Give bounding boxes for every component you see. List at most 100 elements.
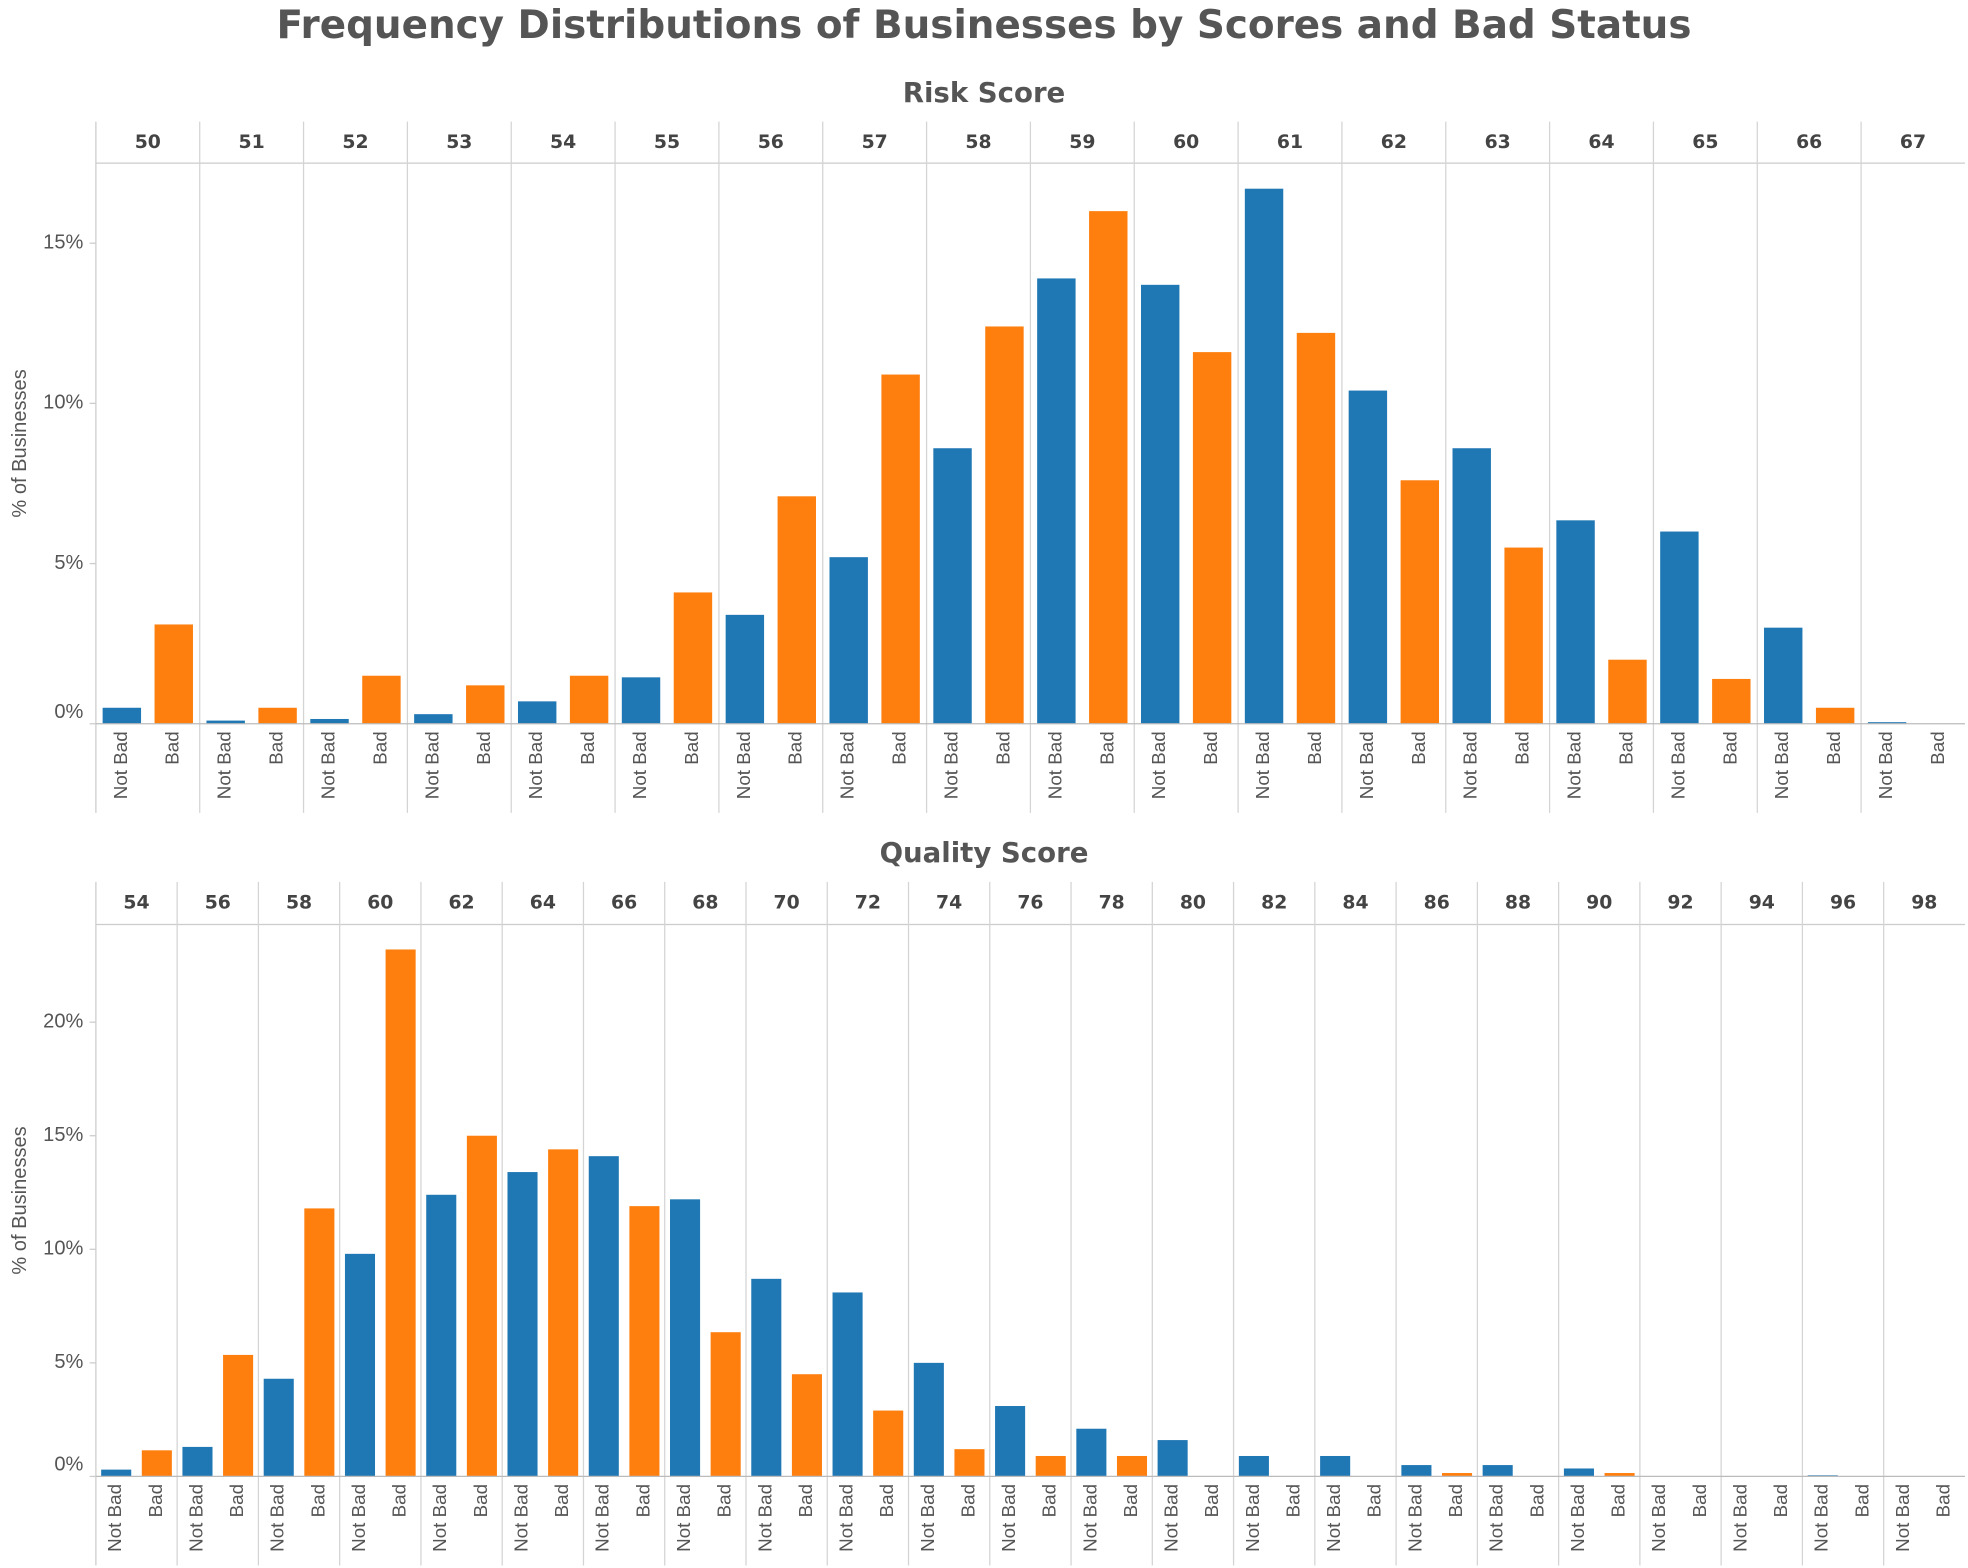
series-label: Bad <box>389 1484 410 1517</box>
category-header: 96 <box>1830 893 1856 914</box>
series-label: Bad <box>1408 731 1429 764</box>
series-label: Bad <box>1201 1484 1222 1517</box>
category-header: 60 <box>367 893 393 914</box>
bar <box>673 592 713 724</box>
bar <box>1238 1455 1269 1477</box>
series-label: Bad <box>1282 1484 1303 1517</box>
series-label: Bad <box>473 731 494 764</box>
category-header: 54 <box>550 132 576 153</box>
series-label: Not Bad <box>1729 1484 1750 1552</box>
category-header: 58 <box>286 893 312 914</box>
bar <box>569 675 609 724</box>
series-label: Not Bad <box>733 731 754 799</box>
bar <box>263 1378 294 1477</box>
series-label: Bad <box>1039 1484 1060 1517</box>
bar <box>1504 547 1543 724</box>
series-label: Not Bad <box>421 731 442 799</box>
series-label: Not Bad <box>1242 1484 1263 1552</box>
chart-subtitle: Risk Score <box>903 76 1066 109</box>
bar <box>1660 531 1699 724</box>
series-label: Bad <box>681 731 702 764</box>
category-header: 54 <box>123 893 149 914</box>
category-header: 64 <box>1588 132 1614 153</box>
category-header: 52 <box>342 132 368 153</box>
bar <box>310 718 349 724</box>
bar <box>362 675 401 724</box>
bar <box>1400 480 1440 724</box>
bar <box>1608 659 1647 724</box>
series-label: Bad <box>1445 1484 1466 1517</box>
y-tick-label: 5% <box>54 552 83 574</box>
series-label: Not Bad <box>1356 731 1377 799</box>
bar <box>517 701 557 724</box>
series-label: Bad <box>1615 731 1636 764</box>
bar <box>1296 332 1336 724</box>
category-header: 63 <box>1485 132 1511 153</box>
series-label: Not Bad <box>317 731 338 799</box>
category-header: 72 <box>855 893 881 914</box>
series-label: Not Bad <box>1486 1484 1507 1552</box>
series-label: Not Bad <box>1079 1484 1100 1552</box>
series-label: Bad <box>876 1484 897 1517</box>
series-label: Not Bad <box>1771 731 1792 799</box>
category-header: 92 <box>1667 893 1693 914</box>
category-header: 78 <box>1099 893 1125 914</box>
series-label: Bad <box>992 731 1013 764</box>
y-tick-label: 10% <box>43 392 83 414</box>
series-label: Not Bad <box>1044 731 1065 799</box>
bar <box>304 1208 335 1477</box>
series-label: Not Bad <box>429 1484 450 1552</box>
series-label: Bad <box>307 1484 328 1517</box>
bar <box>881 374 920 724</box>
series-label: Bad <box>714 1484 735 1517</box>
bar <box>206 720 245 724</box>
bar <box>141 1450 172 1477</box>
y-tick-label: 10% <box>43 1238 83 1260</box>
bar <box>1482 1465 1513 1477</box>
series-label: Bad <box>145 1484 166 1517</box>
bar <box>1348 390 1388 724</box>
bar <box>182 1446 213 1477</box>
category-header: 98 <box>1911 893 1937 914</box>
series-label: Not Bad <box>510 1484 531 1552</box>
chart-subtitle: Quality Score <box>880 836 1089 869</box>
series-label: Not Bad <box>837 731 858 799</box>
series-label: Not Bad <box>629 731 650 799</box>
series-label: Bad <box>1770 1484 1791 1517</box>
series-label: Bad <box>1512 731 1533 764</box>
bar <box>1401 1465 1432 1477</box>
y-tick-label: 20% <box>43 1010 83 1032</box>
bar <box>791 1374 822 1477</box>
category-header: 82 <box>1261 893 1287 914</box>
series-label: Not Bad <box>1811 1484 1832 1552</box>
category-header: 60 <box>1173 132 1199 153</box>
series-label: Not Bad <box>1892 1484 1913 1552</box>
series-label: Not Bad <box>267 1484 288 1552</box>
series-label: Bad <box>577 731 598 764</box>
series-label: Bad <box>1304 731 1325 764</box>
bar <box>101 1469 132 1477</box>
bar <box>1604 1473 1635 1477</box>
bar <box>1076 1428 1107 1477</box>
category-header: 86 <box>1424 893 1450 914</box>
bar <box>1815 707 1855 724</box>
series-label: Not Bad <box>1667 731 1688 799</box>
y-axis-label: % of Businesses <box>9 369 31 517</box>
category-header: 62 <box>1381 132 1407 153</box>
series-label: Not Bad <box>673 1484 694 1552</box>
category-header: 59 <box>1069 132 1095 153</box>
y-axis-label: % of Businesses <box>9 1126 31 1274</box>
category-header: 64 <box>530 893 556 914</box>
series-label: Not Bad <box>1648 1484 1669 1552</box>
series-label: Not Bad <box>185 1484 206 1552</box>
category-header: 94 <box>1749 893 1775 914</box>
series-label: Not Bad <box>1460 731 1481 799</box>
series-label: Bad <box>957 1484 978 1517</box>
category-header: 90 <box>1586 893 1612 914</box>
category-header: 56 <box>758 132 784 153</box>
category-header: 56 <box>205 893 231 914</box>
series-label: Not Bad <box>917 1484 938 1552</box>
y-tick-label: 15% <box>43 1124 83 1146</box>
category-header: 76 <box>1017 893 1043 914</box>
category-header: 67 <box>1900 132 1926 153</box>
